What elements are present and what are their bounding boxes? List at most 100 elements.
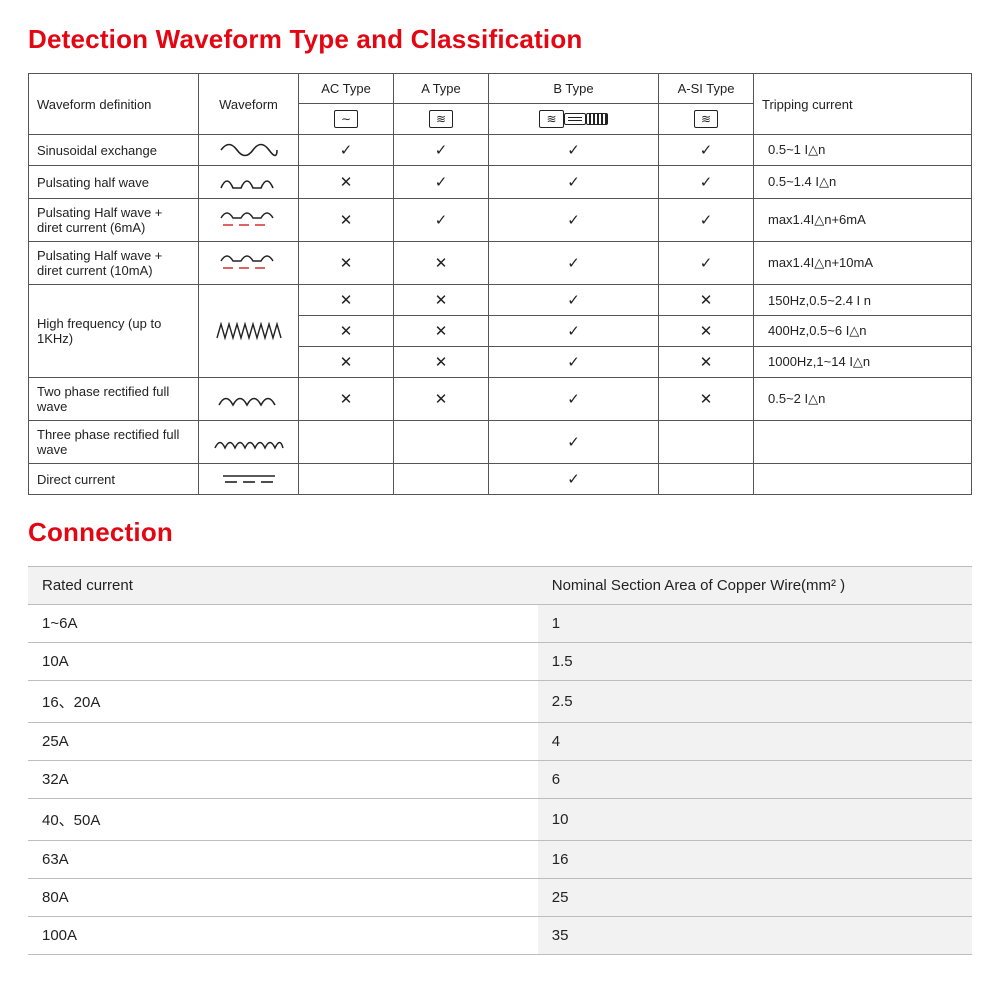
cross-icon: ✕ bbox=[435, 353, 448, 371]
cell-nominal: 6 bbox=[538, 761, 972, 799]
cell-nominal: 25 bbox=[538, 879, 972, 917]
cell-asi: ✕ bbox=[659, 378, 754, 421]
cell-b: ✓ bbox=[489, 199, 659, 242]
th-a-type: A Type bbox=[394, 74, 489, 104]
cell-b: ✓ bbox=[489, 166, 659, 199]
cell-b: ✓ bbox=[489, 421, 659, 464]
cell-b: ✓ bbox=[489, 242, 659, 285]
row-label: Pulsating Half wave + diret current (6mA… bbox=[29, 199, 199, 242]
cross-icon: ✕ bbox=[340, 291, 353, 309]
cross-icon: ✕ bbox=[340, 390, 353, 408]
connection-title: Connection bbox=[28, 517, 972, 548]
cell-asi: ✓ bbox=[659, 135, 754, 166]
table-row: 100A35 bbox=[28, 917, 972, 955]
ac-type-symbol: ∼ bbox=[299, 104, 394, 135]
cell-a: ✕ bbox=[394, 285, 489, 316]
cell-trip: max1.4I△n+6mA bbox=[754, 199, 972, 242]
waveform-icon bbox=[199, 464, 299, 495]
waveform-icon bbox=[199, 135, 299, 166]
table-row: Pulsating half wave✕✓✓✓0.5~1.4 I△n bbox=[29, 166, 972, 199]
cross-icon: ✕ bbox=[435, 322, 448, 340]
cell-trip bbox=[754, 421, 972, 464]
cross-icon: ✕ bbox=[700, 322, 713, 340]
row-label: Sinusoidal exchange bbox=[29, 135, 199, 166]
check-icon: ✓ bbox=[700, 211, 713, 229]
table-row: Sinusoidal exchange✓✓✓✓0.5~1 I△n bbox=[29, 135, 972, 166]
cell-a: ✕ bbox=[394, 242, 489, 285]
check-icon: ✓ bbox=[567, 291, 580, 309]
check-icon: ✓ bbox=[567, 433, 580, 451]
row-label: Two phase rectified full wave bbox=[29, 378, 199, 421]
cell-a: ✓ bbox=[394, 166, 489, 199]
table-row: 25A4 bbox=[28, 723, 972, 761]
cell-ac: ✕ bbox=[299, 285, 394, 316]
table-row: Three phase rectified full wave✓ bbox=[29, 421, 972, 464]
th-tripping: Tripping current bbox=[754, 74, 972, 135]
cross-icon: ✕ bbox=[700, 390, 713, 408]
cell-ac: ✕ bbox=[299, 347, 394, 378]
cell-rated: 63A bbox=[28, 841, 538, 879]
check-icon: ✓ bbox=[567, 173, 580, 191]
check-icon: ✓ bbox=[700, 254, 713, 272]
cell-ac: ✕ bbox=[299, 378, 394, 421]
check-icon: ✓ bbox=[340, 141, 353, 159]
asi-type-symbol: ≋ bbox=[659, 104, 754, 135]
cell-a: ✕ bbox=[394, 316, 489, 347]
waveform-icon bbox=[199, 285, 299, 378]
cell-b: ✓ bbox=[489, 285, 659, 316]
cell-ac bbox=[299, 421, 394, 464]
waveform-icon bbox=[199, 242, 299, 285]
cell-a bbox=[394, 421, 489, 464]
check-icon: ✓ bbox=[700, 141, 713, 159]
cell-asi: ✕ bbox=[659, 285, 754, 316]
table-row: 80A25 bbox=[28, 879, 972, 917]
cell-b: ✓ bbox=[489, 135, 659, 166]
cell-trip: 400Hz,0.5~6 I△n bbox=[754, 316, 972, 347]
table-row: Pulsating Half wave + diret current (10m… bbox=[29, 242, 972, 285]
table-row: Pulsating Half wave + diret current (6mA… bbox=[29, 199, 972, 242]
cell-rated: 16、20A bbox=[28, 681, 538, 723]
table-row: Direct current ✓ bbox=[29, 464, 972, 495]
cell-a: ✓ bbox=[394, 135, 489, 166]
cell-ac: ✓ bbox=[299, 135, 394, 166]
cell-asi: ✓ bbox=[659, 199, 754, 242]
cell-a: ✕ bbox=[394, 378, 489, 421]
connection-table: Rated current Nominal Section Area of Co… bbox=[28, 566, 972, 955]
table-row: 10A1.5 bbox=[28, 643, 972, 681]
row-label: Pulsating half wave bbox=[29, 166, 199, 199]
cell-b: ✓ bbox=[489, 378, 659, 421]
check-icon: ✓ bbox=[435, 173, 448, 191]
cross-icon: ✕ bbox=[700, 291, 713, 309]
cell-asi bbox=[659, 421, 754, 464]
cell-b: ✓ bbox=[489, 464, 659, 495]
check-icon: ✓ bbox=[567, 322, 580, 340]
cross-icon: ✕ bbox=[435, 390, 448, 408]
cell-trip: max1.4I△n+10mA bbox=[754, 242, 972, 285]
b-type-symbol: ≋ bbox=[489, 104, 659, 135]
check-icon: ✓ bbox=[567, 211, 580, 229]
table-row: 16、20A2.5 bbox=[28, 681, 972, 723]
cell-a: ✓ bbox=[394, 199, 489, 242]
check-icon: ✓ bbox=[567, 470, 580, 488]
cross-icon: ✕ bbox=[340, 173, 353, 191]
cell-rated: 1~6A bbox=[28, 605, 538, 643]
cell-nominal: 2.5 bbox=[538, 681, 972, 723]
cell-a: ✕ bbox=[394, 347, 489, 378]
waveform-icon bbox=[199, 166, 299, 199]
waveform-icon bbox=[199, 421, 299, 464]
cell-b: ✓ bbox=[489, 347, 659, 378]
row-label: Direct current bbox=[29, 464, 199, 495]
detection-title: Detection Waveform Type and Classificati… bbox=[28, 24, 972, 55]
check-icon: ✓ bbox=[567, 353, 580, 371]
table-row: High frequency (up to 1KHz)✕✕✓✕150Hz,0.5… bbox=[29, 285, 972, 316]
cell-a bbox=[394, 464, 489, 495]
check-icon: ✓ bbox=[567, 254, 580, 272]
waveform-icon bbox=[199, 199, 299, 242]
cell-trip: 0.5~1.4 I△n bbox=[754, 166, 972, 199]
cell-nominal: 10 bbox=[538, 799, 972, 841]
th-ac-type: AC Type bbox=[299, 74, 394, 104]
cell-nominal: 4 bbox=[538, 723, 972, 761]
table-row: 40、50A10 bbox=[28, 799, 972, 841]
waveform-icon bbox=[199, 378, 299, 421]
cell-rated: 40、50A bbox=[28, 799, 538, 841]
